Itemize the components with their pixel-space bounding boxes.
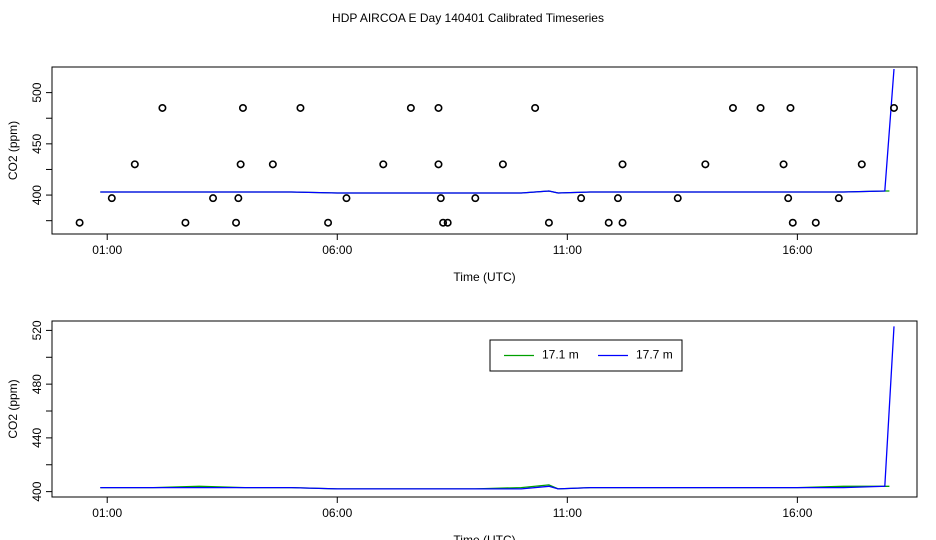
plot-frame [51, 66, 918, 235]
x-axis-label: Time (UTC) [453, 533, 515, 540]
data-point [342, 194, 351, 203]
bottom-panel: 400 440 480 520 CO2 (ppm) 01:00 06:00 11:00 16:0… [6, 320, 918, 540]
y-axis-label: CO2 (ppm) [6, 379, 20, 438]
data-point [889, 103, 898, 112]
y-axis-label: CO2 (ppm) [6, 121, 20, 180]
top-panel: 400 450 500 CO2 (ppm) 01:00 06:00 11:00 16:00 Ti… [6, 66, 918, 284]
data-point [788, 218, 797, 227]
data-point [434, 160, 443, 169]
data-point [209, 194, 218, 203]
data-point [728, 103, 737, 112]
data-point [436, 194, 445, 203]
y-tick-label: 400 [30, 481, 44, 501]
legend-label: 17.1 m [542, 348, 579, 362]
data-point [857, 160, 866, 169]
data-point [158, 103, 167, 112]
data-point [618, 218, 627, 227]
data-point [498, 160, 507, 169]
data-point [443, 218, 452, 227]
data-point [236, 160, 245, 169]
data-point [107, 194, 116, 203]
data-point [181, 218, 190, 227]
data-point [544, 218, 553, 227]
legend-label: 17.7 m [636, 348, 673, 362]
x-tick-label: 01:00 [92, 243, 122, 257]
x-tick-label: 11:00 [553, 243, 582, 257]
data-point [324, 218, 333, 227]
data-point [618, 160, 627, 169]
y-tick-label: 440 [30, 428, 44, 448]
series-line-blue [100, 68, 895, 194]
data-point [296, 103, 305, 112]
data-point [779, 160, 788, 169]
data-point [75, 218, 84, 227]
data-point [434, 103, 443, 112]
data-point [238, 103, 247, 112]
data-point [786, 103, 795, 112]
chart-title: HDP AIRCOA E Day 140401 Calibrated Times… [332, 11, 604, 25]
data-point [234, 194, 243, 203]
x-tick-label: 16:00 [782, 506, 812, 520]
x-tick-label: 11:00 [553, 506, 582, 520]
y-tick-label: 500 [30, 82, 44, 102]
y-tick-label: 480 [30, 374, 44, 394]
x-tick-label: 01:00 [92, 506, 122, 520]
data-point [531, 103, 540, 112]
y-tick-label: 400 [30, 185, 44, 205]
data-point [834, 194, 843, 203]
x-tick-label: 06:00 [322, 506, 352, 520]
data-point [471, 194, 480, 203]
data-point [784, 194, 793, 203]
data-point [673, 194, 682, 203]
x-tick-label: 16:00 [782, 243, 812, 257]
y-tick-label: 520 [30, 320, 44, 340]
x-tick-label: 06:00 [322, 243, 352, 257]
data-point [439, 218, 448, 227]
data-point [756, 103, 765, 112]
data-point [232, 218, 241, 227]
x-axis-label: Time (UTC) [453, 270, 515, 284]
data-point [577, 194, 586, 203]
data-point [604, 218, 613, 227]
data-point [130, 160, 139, 169]
data-point [268, 160, 277, 169]
series-line-blue [100, 326, 895, 490]
data-point [379, 160, 388, 169]
data-point [701, 160, 710, 169]
data-point [613, 194, 622, 203]
data-point [406, 103, 415, 112]
y-tick-label: 450 [30, 134, 44, 154]
plot-frame [51, 320, 918, 498]
data-point [811, 218, 820, 227]
